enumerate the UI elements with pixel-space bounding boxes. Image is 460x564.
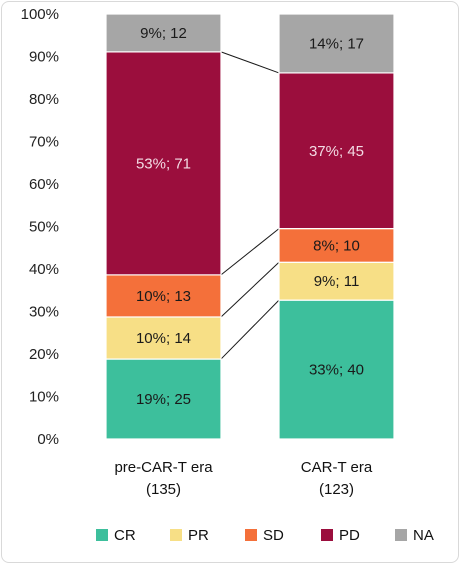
bar-segment-cr (278, 299, 395, 440)
y-tick-label: 10% (29, 389, 59, 406)
y-tick-label: 20% (29, 346, 59, 363)
y-tick-label: 30% (29, 304, 59, 321)
y-tick-label: 100% (21, 6, 59, 23)
bar-segment-sd (105, 274, 222, 318)
y-tick-label: 90% (29, 49, 59, 66)
category-label: pre-CAR-T era (114, 459, 213, 476)
connector-line (220, 261, 280, 318)
legend: CR PR SD PD NA (96, 527, 434, 544)
category-labels: pre-CAR-T era (135) CAR-T era (123) (114, 459, 372, 498)
y-tick-label: 0% (37, 431, 59, 448)
segment-data-label: 53%; 71 (136, 155, 191, 172)
bar-segment-na (278, 13, 395, 74)
legend-swatch-na (395, 529, 407, 541)
bars: 19%; 25 10%; 14 10%; 13 53%; 71 9%; 12 33%; 4… (105, 13, 395, 440)
y-tick-label: 70% (29, 134, 59, 151)
bar-segment-sd (278, 228, 395, 263)
y-tick-label: 60% (29, 176, 59, 193)
category-label: (135) (146, 481, 181, 498)
segment-data-label: 9%; 12 (140, 25, 187, 42)
segment-data-label: 33%; 40 (309, 362, 364, 379)
legend-label: PR (188, 527, 209, 544)
segment-data-label: 37%; 45 (309, 143, 364, 160)
segment-data-label: 14%; 17 (309, 35, 364, 52)
legend-label: SD (263, 527, 284, 544)
legend-label: NA (413, 527, 434, 544)
segment-data-label: 10%; 14 (136, 330, 191, 347)
connector-line (220, 299, 280, 360)
segment-connectors (220, 51, 280, 360)
legend-label: CR (114, 527, 136, 544)
segment-data-label: 8%; 10 (313, 237, 360, 254)
legend-swatch-pr (170, 529, 182, 541)
legend-swatch-cr (96, 529, 108, 541)
segment-data-label: 9%; 11 (314, 273, 360, 290)
bar-segment-pd (105, 51, 222, 276)
bar-segment-na (105, 13, 222, 53)
legend-label: PD (339, 527, 360, 544)
legend-swatch-pd (321, 529, 333, 541)
connector-line (220, 228, 280, 276)
bar-segment-pr (105, 316, 222, 360)
y-tick-label: 40% (29, 261, 59, 278)
legend-swatch-sd (245, 529, 257, 541)
segment-data-label: 10%; 13 (136, 288, 191, 305)
y-tick-label: 80% (29, 91, 59, 108)
category-label: (123) (319, 481, 354, 498)
segment-data-label: 19%; 25 (136, 391, 191, 408)
category-label: CAR-T era (301, 459, 373, 476)
y-axis: 0% 10% 20% 30% 40% 50% 60% 70% 80% 90% 100% (21, 6, 59, 448)
bar-segment-pr (278, 261, 395, 301)
connector-line (220, 51, 280, 74)
y-tick-label: 50% (29, 219, 59, 236)
